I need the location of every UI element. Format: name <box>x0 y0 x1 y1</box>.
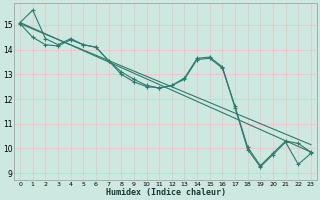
X-axis label: Humidex (Indice chaleur): Humidex (Indice chaleur) <box>106 188 226 197</box>
